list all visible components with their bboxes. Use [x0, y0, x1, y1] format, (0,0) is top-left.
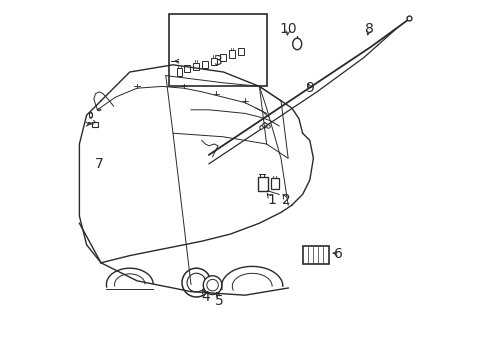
- Ellipse shape: [293, 38, 302, 50]
- Bar: [211, 58, 217, 65]
- Text: 2: 2: [282, 193, 291, 207]
- Bar: [92, 122, 98, 127]
- Text: 8: 8: [365, 22, 374, 36]
- Text: 5: 5: [216, 294, 224, 307]
- Bar: [238, 48, 244, 55]
- Circle shape: [182, 268, 211, 297]
- Bar: [193, 63, 198, 70]
- Bar: [170, 14, 267, 86]
- Text: 10: 10: [279, 22, 297, 36]
- Text: 7: 7: [95, 157, 103, 171]
- Bar: [176, 68, 182, 76]
- Bar: [229, 50, 235, 58]
- Bar: [220, 54, 225, 61]
- Text: 3: 3: [214, 54, 222, 68]
- Circle shape: [207, 279, 219, 291]
- Circle shape: [187, 273, 206, 292]
- Bar: [202, 61, 208, 68]
- Bar: [258, 177, 268, 191]
- Bar: [184, 65, 190, 72]
- Circle shape: [203, 276, 222, 294]
- Bar: [271, 178, 279, 189]
- Text: 6: 6: [334, 247, 343, 261]
- Bar: [303, 246, 328, 264]
- Text: 9: 9: [305, 81, 314, 95]
- Text: 4: 4: [201, 290, 210, 304]
- Text: 1: 1: [268, 193, 276, 207]
